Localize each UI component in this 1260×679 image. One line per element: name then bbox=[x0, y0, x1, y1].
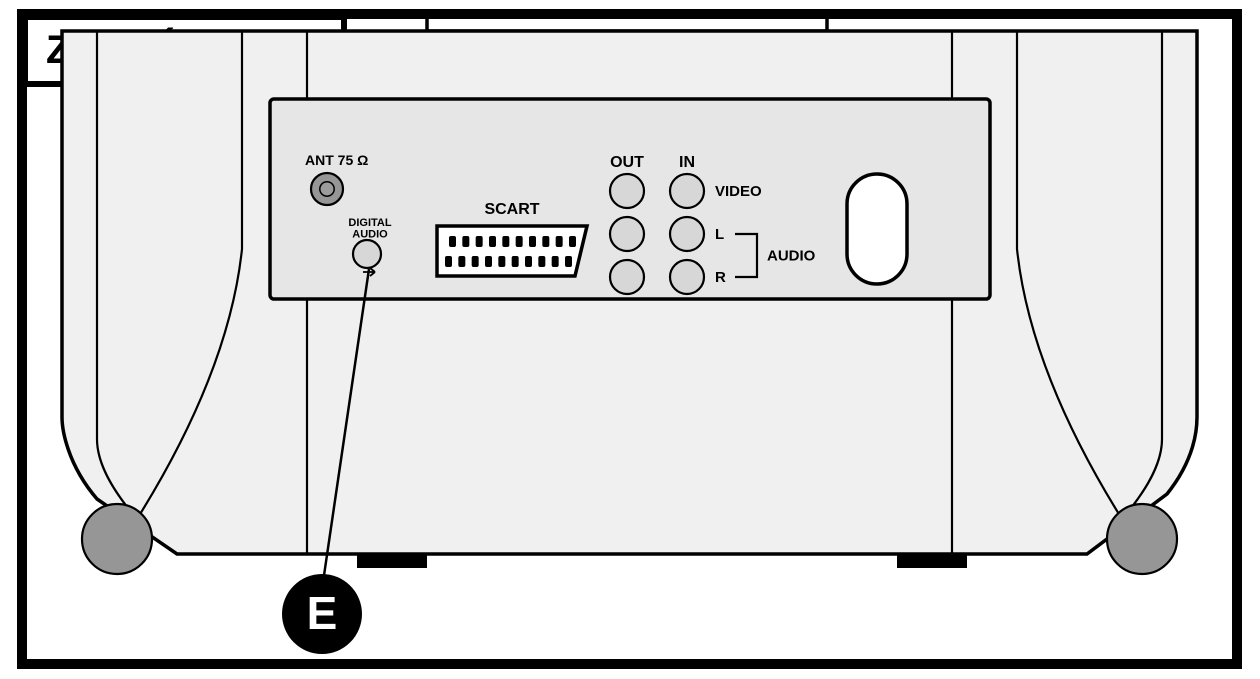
rca-in-jack bbox=[670, 217, 704, 251]
scart-pin bbox=[529, 236, 536, 247]
label-out: OUT bbox=[610, 154, 644, 171]
scart-pin bbox=[472, 256, 479, 267]
rca-in-jack bbox=[670, 260, 704, 294]
scart-pin bbox=[462, 236, 469, 247]
label-ant: ANT 75 Ω bbox=[305, 152, 368, 168]
rca-out-jack bbox=[610, 174, 644, 208]
scart-pin bbox=[556, 236, 563, 247]
scart-pin bbox=[538, 256, 545, 267]
scart-pin bbox=[565, 256, 572, 267]
scart-pin bbox=[485, 256, 492, 267]
label-in: IN bbox=[679, 154, 695, 171]
label-r: R bbox=[715, 269, 726, 286]
antenna-jack-inner bbox=[320, 182, 334, 196]
scart-pin bbox=[449, 236, 456, 247]
scart-pin bbox=[502, 236, 509, 247]
rca-out-jack bbox=[610, 217, 644, 251]
scart-pin bbox=[512, 256, 519, 267]
round-foot bbox=[1107, 504, 1177, 574]
scart-pin bbox=[552, 256, 559, 267]
callout-letter: E bbox=[307, 587, 338, 639]
label-audio: AUDIO bbox=[767, 248, 816, 265]
scart-pin bbox=[445, 256, 452, 267]
scart-pin bbox=[498, 256, 505, 267]
scart-pin bbox=[476, 236, 483, 247]
label-scart: SCART bbox=[484, 201, 539, 218]
top-slot bbox=[427, 19, 827, 31]
digital-audio-jack bbox=[353, 240, 381, 268]
rca-out-jack bbox=[610, 260, 644, 294]
rca-in-jack bbox=[670, 174, 704, 208]
scart-socket bbox=[437, 226, 587, 276]
rear-panel-diagram: ANT 75 Ω DIGITALAUDIO SCART OUT IN VIDEO L R AUD… bbox=[27, 19, 1232, 659]
round-foot bbox=[82, 504, 152, 574]
label-video: VIDEO bbox=[715, 183, 762, 200]
label-digital-audio: DIGITALAUDIO bbox=[348, 217, 391, 241]
scart-pin bbox=[516, 236, 523, 247]
figure-frame: ZADNÍ PANEL ANT 75 ΩDIGITALAUDIOSCARTOUT… bbox=[17, 9, 1242, 669]
scart-pin bbox=[489, 236, 496, 247]
scart-pin bbox=[458, 256, 465, 267]
label-l: L bbox=[715, 226, 724, 243]
scart-pin bbox=[525, 256, 532, 267]
stand-foot bbox=[897, 554, 967, 568]
scart-pin bbox=[569, 236, 576, 247]
power-inlet bbox=[847, 174, 907, 284]
scart-pin bbox=[542, 236, 549, 247]
stand-foot bbox=[357, 554, 427, 568]
